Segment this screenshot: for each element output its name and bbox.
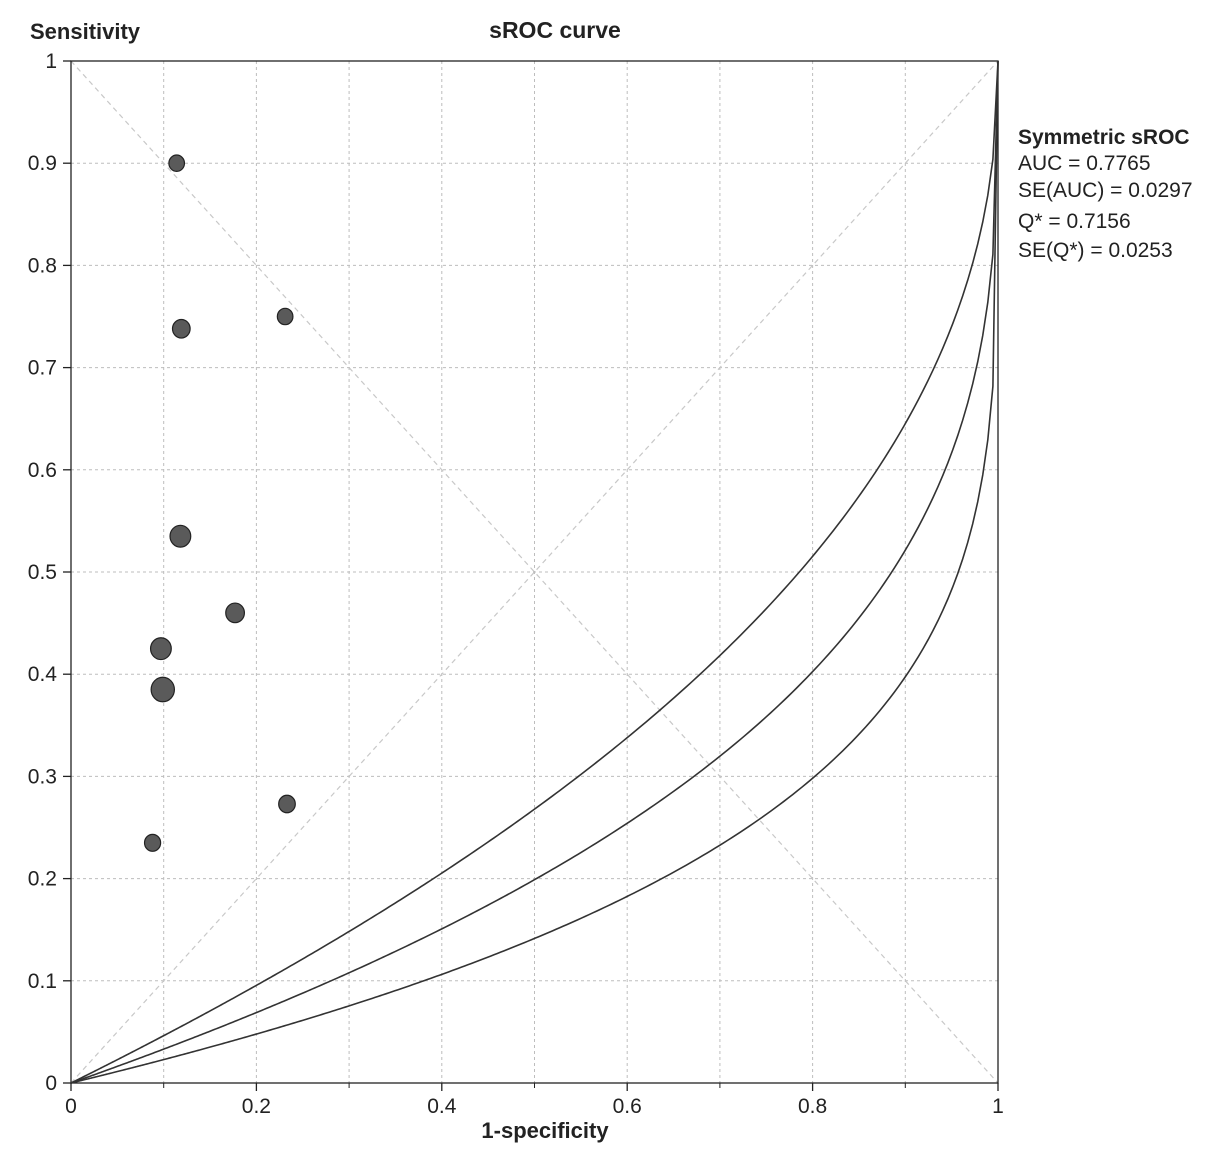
curve-upper-bound [70,60,999,1084]
study-point [276,307,294,326]
x-axis-ticks: 0 0.2 0.4 0.6 0.8 1 [65,1083,1004,1118]
study-point [278,794,296,814]
y-tick-label: 0.8 [28,254,57,277]
x-tick-label: 0.4 [427,1095,457,1118]
y-tick-label: 0.5 [28,561,57,584]
x-tick-label: 0.2 [242,1095,271,1118]
study-point [169,524,192,548]
stats-q-star: Q* = 0.7156 [1018,210,1131,233]
stats-auc: AUC = 0.7765 [1018,152,1151,175]
y-axis-title: Sensitivity [30,19,141,44]
reference-line-diagonal [70,60,999,1084]
stats-se-auc: SE(AUC) = 0.0297 [1018,179,1193,202]
chart-title: sROC curve [489,17,621,43]
x-axis-title: 1-specificity [481,1118,609,1143]
y-tick-label: 0.2 [28,868,57,891]
y-tick-label: 1 [45,50,57,73]
y-tick-label: 0.9 [28,152,57,175]
study-point [143,833,162,852]
study-point [171,318,191,339]
reference-lines [70,60,999,1084]
curve-lower-bound [70,60,999,1084]
y-tick-label: 0.4 [28,663,58,686]
y-tick-label: 0.1 [28,970,57,993]
reference-line-anti-diagonal [70,60,999,1084]
study-points [143,154,296,852]
y-tick-label: 0.6 [28,459,57,482]
x-tick-label: 0.6 [613,1095,642,1118]
stats-panel: Symmetric sROC AUC = 0.7765 SE(AUC) = 0.… [1018,126,1193,262]
study-point [150,676,176,703]
study-point [225,602,246,624]
grid-lines [71,61,998,1083]
y-tick-label: 0 [45,1072,57,1095]
y-tick-label: 0.3 [28,765,57,788]
x-tick-label: 1 [992,1095,1004,1118]
y-axis-ticks: 0 0.1 0.2 0.3 0.4 0.5 0.6 0.7 0.8 0.9 1 [28,50,71,1095]
stats-se-q-star: SE(Q*) = 0.0253 [1018,239,1173,262]
y-tick-label: 0.7 [28,357,57,380]
x-tick-label: 0.8 [798,1095,827,1118]
x-tick-label: 0 [65,1095,77,1118]
stats-title: Symmetric sROC [1018,126,1190,149]
sroc-curves [70,60,999,1084]
study-point [168,154,186,172]
study-point [149,637,172,661]
curve-symmetric-sroc [70,60,999,1084]
